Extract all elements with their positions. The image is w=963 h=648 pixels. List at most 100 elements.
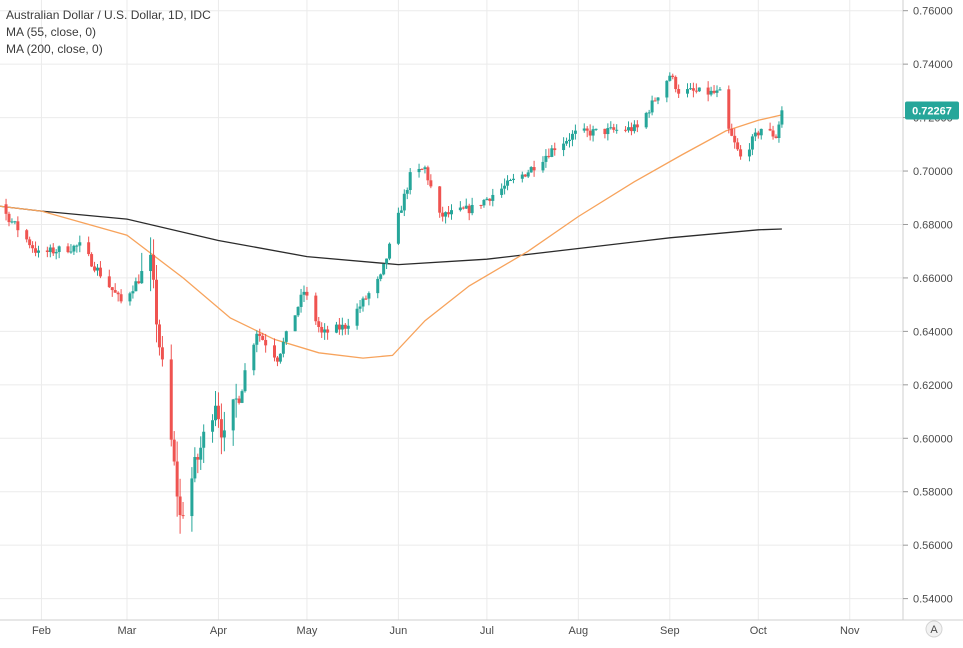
candle-body [671, 75, 675, 77]
candle-body [585, 128, 589, 131]
candle-body [553, 148, 557, 151]
candle-body [320, 326, 324, 333]
candle-body [16, 221, 20, 231]
candle-body [181, 515, 185, 517]
price-tick-label: 0.64000 [913, 326, 953, 338]
candle-body [326, 329, 330, 333]
candle-body [278, 353, 282, 362]
candle-body [780, 110, 784, 125]
candle-body [408, 172, 412, 191]
candle-body [75, 245, 79, 247]
candle-body [656, 97, 660, 101]
price-tick-label: 0.54000 [913, 594, 953, 606]
candle-body [131, 291, 135, 294]
candle-body [470, 204, 474, 214]
time-tick-label: Aug [569, 625, 589, 637]
candle-body [343, 324, 347, 329]
candle-body [243, 370, 247, 392]
candle-body [650, 100, 654, 113]
candle-body [774, 136, 778, 139]
time-tick-label: Jul [480, 625, 494, 637]
candle-body [688, 88, 692, 90]
candle-body [93, 266, 97, 271]
candle-body [503, 185, 507, 189]
candle-body [461, 207, 465, 209]
candle-body [299, 294, 303, 307]
candle-body [541, 161, 545, 171]
candle-body [447, 212, 451, 215]
candle-body [526, 172, 530, 177]
candle-body [37, 250, 40, 253]
candle-body [261, 335, 265, 340]
time-tick-label: May [297, 625, 318, 637]
candle-body [594, 128, 598, 130]
candle-body [562, 143, 566, 151]
candle-body [211, 420, 215, 432]
candle-body [441, 212, 445, 217]
auto-scale-button[interactable]: A [925, 620, 943, 638]
candle-body [258, 333, 262, 336]
candle-body [367, 293, 371, 299]
candle-body [379, 274, 383, 279]
candle-body [346, 325, 350, 329]
candle-body [573, 130, 577, 134]
candle-body [199, 447, 203, 460]
candle-body [399, 210, 403, 213]
candle-body [509, 180, 512, 182]
chart-title: Australian Dollar / U.S. Dollar, 1D, IDC [6, 8, 211, 22]
candle-body [4, 204, 8, 214]
candle-body [665, 80, 669, 98]
candle-body [674, 76, 678, 90]
time-tick-label: Feb [32, 625, 51, 637]
candle-body [10, 221, 14, 223]
time-axis[interactable]: Feb Mar Apr May Jun Jul Aug Sep Oct Nov [32, 625, 860, 637]
candle-body [107, 276, 111, 288]
ma200-legend-label: MA (200, close, 0) [6, 42, 103, 56]
candle-body [712, 90, 716, 93]
candle-body [87, 242, 91, 255]
price-tick-label: 0.76000 [913, 6, 953, 18]
candle-body [402, 193, 406, 211]
candle-body [334, 324, 338, 333]
candle-body [355, 308, 359, 326]
price-tick-label: 0.66000 [913, 273, 953, 285]
candle-body [491, 194, 495, 201]
candle-body [364, 298, 368, 300]
last-price-tag: 0.72267 [905, 101, 959, 120]
candle-body [612, 127, 616, 130]
candle-body [417, 168, 421, 173]
price-tick-label: 0.58000 [913, 487, 953, 499]
price-tick-label: 0.68000 [913, 219, 953, 231]
candle-body [69, 251, 73, 253]
candle-body [697, 87, 701, 92]
candle-body [57, 246, 61, 253]
candle-body [237, 398, 241, 403]
candle-body [255, 333, 259, 345]
candle-body [128, 293, 132, 302]
candle-body [275, 357, 279, 362]
candle-body [96, 267, 99, 271]
candle-body [771, 130, 775, 137]
candle-body [405, 190, 409, 194]
candle-body [423, 167, 427, 170]
candle-body [444, 212, 448, 217]
candle-body [231, 399, 235, 431]
candle-body [588, 130, 592, 136]
candle-body [252, 344, 256, 371]
candle-body [175, 461, 179, 497]
ma55-legend-label: MA (55, close, 0) [6, 25, 97, 39]
candle-body [376, 278, 380, 294]
candle-body [284, 331, 288, 342]
candle-body [382, 263, 386, 275]
candle-body [214, 405, 217, 421]
candle-body [296, 306, 300, 316]
candle-body [110, 287, 114, 291]
candle-body [464, 205, 468, 209]
candle-body [388, 243, 392, 259]
candle-body [54, 252, 58, 254]
candle-body [178, 496, 182, 516]
last-price-badge [905, 101, 959, 120]
price-tick-label: 0.56000 [913, 540, 953, 552]
